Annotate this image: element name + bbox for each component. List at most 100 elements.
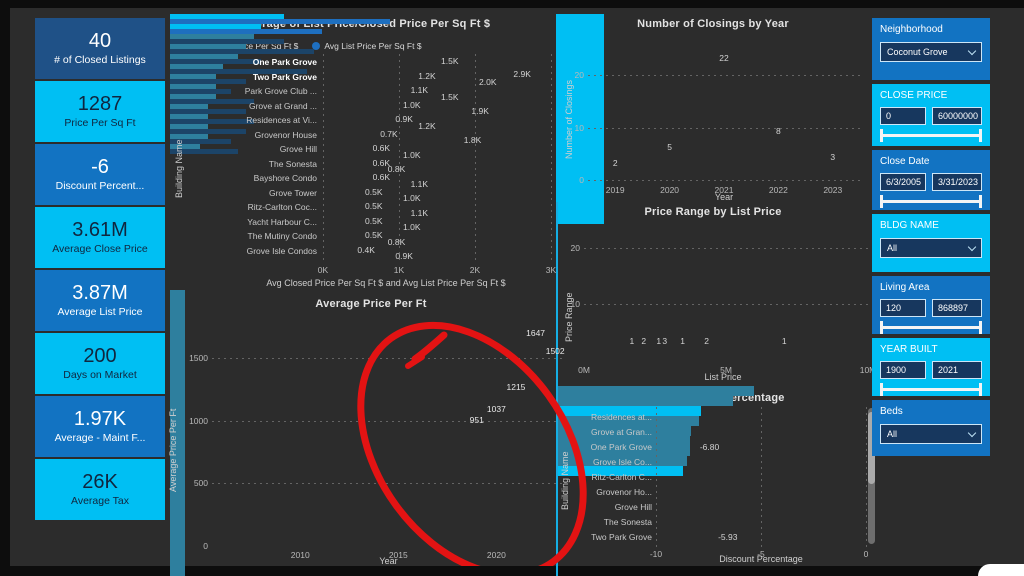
bar-list-price[interactable] <box>170 109 246 114</box>
kpi-card[interactable]: -6 Discount Percent... <box>35 144 165 205</box>
category-label: One Park Grove <box>590 442 652 452</box>
range-min-input[interactable]: 6/3/2005 <box>880 173 926 191</box>
x-tick-label: 2023 <box>823 185 843 195</box>
bar-closings[interactable] <box>556 50 604 167</box>
bar-value-label: 1.0K <box>403 193 421 203</box>
bar-discount[interactable] <box>558 446 691 456</box>
bar-closed-price[interactable] <box>170 104 208 109</box>
slider-handle-right[interactable] <box>979 195 982 208</box>
slider-handle-right[interactable] <box>979 383 982 396</box>
bar-value-label: 0.5K <box>365 230 383 240</box>
bar-list-price[interactable] <box>170 69 307 74</box>
slider-handle-left[interactable] <box>880 321 883 334</box>
bar-value-label: 1647 <box>526 327 546 338</box>
range-slider[interactable] <box>880 383 982 396</box>
range-min-input[interactable]: 0 <box>880 107 926 125</box>
dropdown-bldg-name[interactable]: All <box>880 238 982 258</box>
bar-closed-price[interactable] <box>170 124 208 129</box>
bar-list-price[interactable] <box>170 99 254 104</box>
bar-closed-price[interactable] <box>170 144 201 149</box>
kpi-card[interactable]: 3.61M Average Close Price <box>35 207 165 268</box>
bar-avg-price-base[interactable] <box>170 290 185 358</box>
bar-closed-price[interactable] <box>170 14 284 19</box>
bar-closed-price[interactable] <box>170 84 216 89</box>
bar-list-price[interactable] <box>170 29 322 34</box>
bar-closed-price[interactable] <box>170 54 239 59</box>
range-slider[interactable] <box>880 129 982 142</box>
range-max-input[interactable]: 868897 <box>932 299 982 317</box>
bar-list-price[interactable] <box>170 79 246 84</box>
bar-closed-price[interactable] <box>170 64 224 69</box>
bar-closed-price[interactable] <box>170 114 208 119</box>
bar-closed-price[interactable] <box>170 134 208 139</box>
plot-area: 0 500 1000 1500 951 1037 1215 1647 1502 2010 2015 2… <box>170 290 572 576</box>
slider-handle-right[interactable] <box>979 321 982 334</box>
category-label: Two Park Grove <box>591 532 652 542</box>
slider-handle-left[interactable] <box>880 195 883 208</box>
bar-closings[interactable] <box>556 14 604 25</box>
bar-closed-price[interactable] <box>170 34 254 39</box>
kpi-card[interactable]: 3.87M Average List Price <box>35 270 165 331</box>
bar-closed-price[interactable] <box>170 74 216 79</box>
gridline <box>212 483 565 485</box>
bar-closed-price[interactable] <box>170 44 246 49</box>
range-min-input[interactable]: 120 <box>880 299 926 317</box>
category-label: Park Grove Club ... <box>244 86 317 96</box>
bar-list-price[interactable] <box>170 129 246 134</box>
histogram-bar[interactable] <box>556 252 558 303</box>
legend-label: Avg List Price Per Sq Ft $ <box>324 41 422 51</box>
slider-handle-left[interactable] <box>880 383 883 396</box>
bar-list-price[interactable] <box>170 19 391 24</box>
bar-list-price[interactable] <box>170 39 284 44</box>
bar-discount[interactable] <box>558 406 701 416</box>
scrollbar[interactable] <box>868 408 875 544</box>
range-max-input[interactable]: 60000000 <box>932 107 982 125</box>
bar-value-label: 1.0K <box>403 149 421 160</box>
slider-handle-left[interactable] <box>880 129 883 142</box>
histogram-bar[interactable] <box>556 202 558 208</box>
bar-closed-price[interactable] <box>170 94 216 99</box>
filter-label: Beds <box>880 406 903 417</box>
y-axis-title: Number of Closings <box>564 79 574 159</box>
bar-closings[interactable] <box>556 24 604 51</box>
bar-list-price[interactable] <box>170 59 262 64</box>
range-slider[interactable] <box>880 321 982 334</box>
slider-handle-right[interactable] <box>979 129 982 142</box>
dropdown-beds[interactable]: All <box>880 424 982 444</box>
bar-closings[interactable] <box>556 166 604 209</box>
kpi-card[interactable]: 40 # of Closed Listings <box>35 18 165 79</box>
range-min-input[interactable]: 1900 <box>880 361 926 379</box>
bar-avg-price-base[interactable] <box>170 357 185 429</box>
filter-label: BLDG NAME <box>880 220 939 231</box>
bar-avg-price-base[interactable] <box>170 555 185 576</box>
scrollbar-thumb[interactable] <box>868 412 875 484</box>
bar-discount[interactable] <box>558 416 699 426</box>
range-max-input[interactable]: 3/31/2023 <box>932 173 982 191</box>
bar-discount[interactable] <box>558 456 688 466</box>
gridline <box>761 407 762 548</box>
bar-list-price[interactable] <box>170 89 231 94</box>
kpi-card[interactable]: 200 Days on Market <box>35 333 165 394</box>
kpi-card[interactable]: 1.97K Average - Maint F... <box>35 396 165 457</box>
histogram-bar[interactable] <box>556 207 558 225</box>
bar-discount[interactable] <box>558 426 692 436</box>
bar-list-price[interactable] <box>170 49 315 54</box>
bar-closed-price[interactable] <box>170 24 262 29</box>
bar-avg-price-base[interactable] <box>170 428 185 495</box>
bar-closings[interactable] <box>556 208 604 224</box>
range-max-input[interactable]: 2021 <box>932 361 982 379</box>
bar-discount[interactable] <box>558 466 683 476</box>
histogram-bar[interactable] <box>556 224 558 253</box>
bar-discount[interactable] <box>558 386 755 396</box>
kpi-card[interactable]: 1287 Price Per Sq Ft <box>35 81 165 142</box>
bar-list-price[interactable] <box>170 149 239 154</box>
bar-value-label: 5 <box>667 141 672 152</box>
bar-discount[interactable] <box>558 436 691 446</box>
bar-discount[interactable] <box>558 396 734 406</box>
range-slider[interactable] <box>880 195 982 208</box>
dropdown-neighborhood[interactable]: Coconut Grove <box>880 42 982 62</box>
bar-list-price[interactable] <box>170 139 231 144</box>
bar-avg-price-base[interactable] <box>170 494 185 556</box>
bar-list-price[interactable] <box>170 119 254 124</box>
kpi-card[interactable]: 26K Average Tax <box>35 459 165 520</box>
